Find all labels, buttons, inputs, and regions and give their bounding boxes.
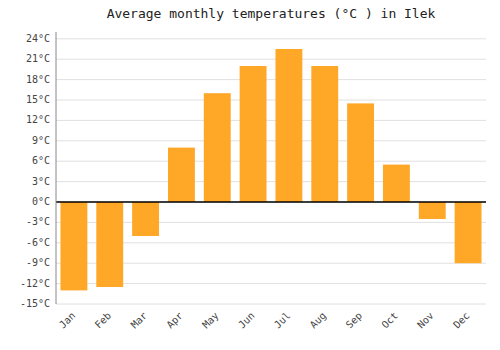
bar [383,165,410,202]
bar [455,202,482,263]
grid-line [56,79,486,80]
y-axis-line [56,32,57,304]
x-tick-label: Apr [164,310,185,331]
x-tick-label: Jun [236,310,257,331]
y-tick-label: 6°C [32,155,50,166]
y-tick-label: 24°C [26,33,50,44]
grid-line [56,100,486,101]
x-tick-label: Oct [379,310,400,331]
bar [240,66,267,202]
y-tick-label: -9°C [26,257,50,268]
y-tick-label: 12°C [26,114,50,125]
y-tick-label: 9°C [32,135,50,146]
x-tick-label: Jan [57,310,78,331]
y-tick-label: 0°C [32,196,50,207]
bar [132,202,159,236]
y-tick-label: -6°C [26,237,50,248]
x-tick-label: Dec [451,310,472,331]
bar [347,103,374,202]
chart-container: -15°C -12°C -9°C -6°C -3°C 0°C 3°C 6°C 9°C 12°C 15… [0,0,500,350]
x-tick-label: Feb [93,310,114,331]
grid [56,39,486,304]
y-tick-label: 21°C [26,53,50,64]
grid-line [56,38,486,39]
grid-line [56,140,486,141]
bar [96,202,123,287]
bar [204,93,231,202]
grid-line [56,202,486,203]
grid-line [56,59,486,60]
x-tick-label: Nov [415,310,436,331]
y-tick-label: 3°C [32,176,50,187]
grid-line [56,120,486,121]
bar [275,49,302,202]
y-tick-label: -15°C [20,298,50,309]
x-tick-label: Jul [272,310,293,331]
y-tick-label: -3°C [26,216,50,227]
grid-line [56,181,486,182]
bar [60,202,87,290]
chart-svg: -15°C -12°C -9°C -6°C -3°C 0°C 3°C 6°C 9°C 12°C 15… [0,0,500,350]
x-tick-label: Sep [344,310,365,331]
y-tick-label: 15°C [26,94,50,105]
y-tick-label: -12°C [20,278,50,289]
bars [60,49,481,290]
grid-line [56,304,486,305]
y-tick-label: 18°C [26,74,50,85]
x-tick-label: Mar [129,310,150,331]
zero-line [56,201,486,203]
x-tick-labels: Jan Feb Mar Apr May Jun Jul Aug Sep Oct Nov Dec [57,310,472,331]
x-tick-label: May [200,310,221,331]
bar [168,148,195,202]
bar [311,66,338,202]
y-tick-labels: -15°C -12°C -9°C -6°C -3°C 0°C 3°C 6°C 9°C 12°C 15… [20,33,50,309]
x-tick-label: Aug [308,310,329,331]
bar [419,202,446,219]
grid-line [56,161,486,162]
chart-title: Average monthly temperatures (°C ) in Il… [107,6,436,21]
